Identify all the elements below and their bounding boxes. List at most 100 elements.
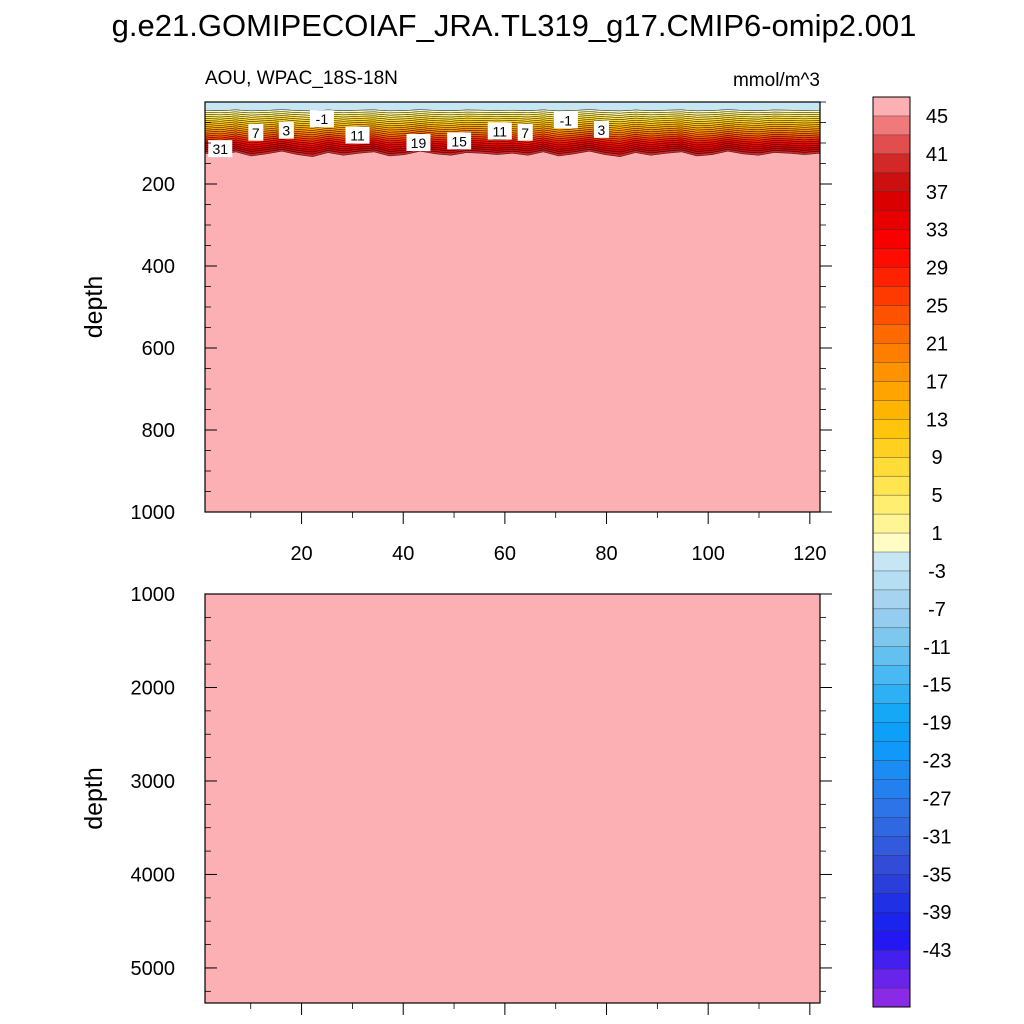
colorbar-tick-label: -15 — [923, 675, 952, 697]
y-tick-label: 400 — [142, 256, 175, 278]
colorbar-swatch — [872, 665, 911, 686]
contour-label-box — [517, 123, 533, 141]
contour-label-box — [345, 126, 370, 144]
x-tick-label: 100 — [691, 543, 724, 565]
colorbar-tick-label: 37 — [926, 182, 948, 204]
colorbar-swatch — [872, 703, 911, 724]
y-axis-label: depth — [80, 767, 108, 830]
colorbar-swatch — [872, 400, 911, 420]
colorbar-tick-label: 9 — [931, 447, 942, 469]
contour-label: 15 — [451, 133, 467, 149]
colorbar-swatch — [872, 153, 911, 174]
colorbar-swatch — [872, 381, 911, 401]
y-axis-label: depth — [80, 276, 108, 339]
colorbar-swatch — [872, 608, 911, 629]
y-tick-label: 2000 — [131, 677, 176, 699]
colorbar-swatch — [872, 741, 911, 762]
colorbar-swatch — [872, 874, 911, 894]
colorbar-tick-label: -3 — [928, 561, 946, 583]
colorbar-swatch — [872, 286, 911, 307]
y-tick-label: 1000 — [131, 584, 176, 606]
y-tick-label: 600 — [142, 338, 175, 360]
colorbar-swatch — [872, 134, 911, 155]
contour-label-box — [447, 132, 472, 150]
colorbar-tick-label: -7 — [928, 599, 946, 621]
contour-label: 7 — [252, 125, 260, 141]
x-tick-label: 120 — [793, 543, 826, 565]
y-tick-label: 200 — [142, 174, 175, 196]
colorbar-tick-label: -43 — [923, 940, 952, 962]
colorbar-swatch — [872, 987, 911, 1008]
y-tick-label: 3000 — [131, 771, 176, 793]
colorbar-swatch — [872, 893, 911, 913]
colorbar-swatch — [872, 419, 911, 439]
colorbar-swatch — [872, 494, 911, 515]
colorbar-swatch — [872, 551, 911, 572]
colorbar-tick-label: -11 — [923, 637, 950, 659]
colorbar-swatch — [872, 684, 911, 705]
plot-frame — [204, 593, 821, 1004]
contour-label: 7 — [521, 125, 529, 141]
colorbar-swatch — [872, 949, 911, 970]
contour-label: -1 — [560, 112, 573, 128]
colorbar-swatch — [872, 532, 911, 553]
contour-label-box — [278, 121, 294, 139]
colorbar-swatch — [872, 210, 911, 231]
colorbar-tick-label: 1 — [931, 523, 942, 545]
contour-label-box — [553, 111, 578, 129]
contour-label-box — [309, 110, 334, 128]
upper-panel-depth-0-1000: 31 7 3 -1 11 19 15 11 7 -1 3 200 400 600 800 1000 20 40 60… — [80, 101, 832, 565]
colorbar-swatch — [872, 589, 911, 610]
colorbar-swatch — [872, 305, 911, 325]
colorbar-tick-label: -39 — [923, 902, 952, 924]
colorbar-swatch — [872, 248, 911, 269]
colorbar-swatch — [872, 836, 911, 856]
colorbar-swatch — [872, 779, 911, 799]
contour-label-box — [406, 134, 431, 151]
contour-label-box — [487, 122, 512, 140]
colorbar-swatch — [872, 343, 911, 363]
x-tick-label: 80 — [595, 543, 617, 565]
contour-label: 11 — [350, 128, 365, 144]
colorbar-swatch — [872, 760, 911, 781]
contour-label: 19 — [411, 135, 427, 151]
colorbar-swatch — [872, 646, 911, 667]
colorbar-tick-label: 41 — [926, 144, 948, 166]
colorbar-tick-label: -19 — [923, 713, 952, 735]
colorbar-tick-label: 17 — [926, 371, 948, 393]
colorbar-swatch — [872, 229, 911, 250]
contour-label: 11 — [493, 124, 508, 140]
colorbar-swatch — [872, 475, 911, 496]
colorbar-tick-label: 13 — [926, 409, 948, 431]
y-tick-label: 5000 — [131, 958, 176, 980]
colorbar-swatch — [872, 627, 911, 648]
figure-title: g.e21.GOMIPECOIAF_JRA.TL319_g17.CMIP6-om… — [112, 8, 917, 43]
colorbar-swatch — [872, 855, 911, 875]
colorbar-swatch — [872, 817, 911, 837]
colorbar-swatch — [872, 968, 911, 989]
contour-label: 3 — [598, 122, 606, 138]
x-tick-label: 60 — [494, 543, 516, 565]
contour-label-box — [208, 140, 233, 158]
contour-label-box — [248, 123, 264, 141]
colorbar-frame — [872, 96, 911, 1008]
colorbar-swatch — [872, 191, 911, 212]
colorbar-swatch — [872, 362, 911, 382]
subtitle-variable-region: AOU, WPAC_18S-18N — [205, 68, 398, 89]
colorbar-swatch — [872, 513, 911, 534]
colorbar-swatch — [872, 912, 911, 932]
colorbar-tick-label: -31 — [923, 826, 952, 848]
lower-panel-depth-1000-5375: 1000 2000 3000 4000 5000 depth — [80, 584, 832, 1015]
colorbar-swatch — [872, 570, 911, 591]
subtitle-units: mmol/m^3 — [733, 70, 820, 91]
contour-label: 31 — [212, 141, 228, 157]
contour-label: -1 — [316, 111, 329, 127]
colorbar-swatch — [872, 438, 911, 458]
colorbar-swatch — [872, 115, 911, 136]
contour-fill-background — [205, 594, 820, 1003]
y-tick-label: 1000 — [131, 502, 176, 524]
colorbar-tick-label: 29 — [926, 258, 948, 280]
colorbar-tick-label: -23 — [923, 751, 952, 773]
colorbar-tick-label: 45 — [926, 106, 948, 128]
